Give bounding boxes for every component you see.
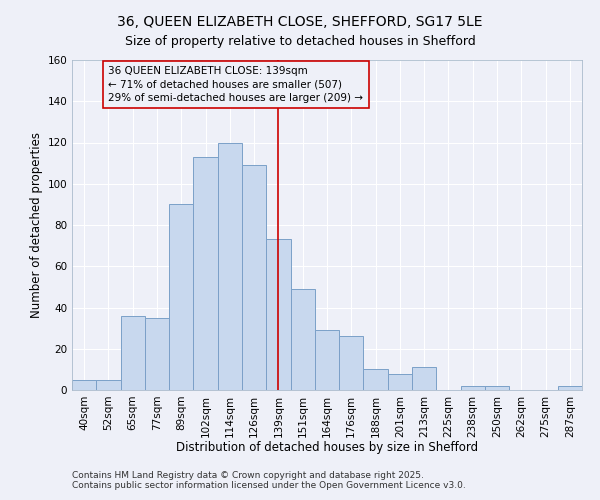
Text: 36 QUEEN ELIZABETH CLOSE: 139sqm
← 71% of detached houses are smaller (507)
29% : 36 QUEEN ELIZABETH CLOSE: 139sqm ← 71% o… [109,66,364,102]
Bar [121,316,145,390]
Bar [242,165,266,390]
Y-axis label: Number of detached properties: Number of detached properties [30,132,43,318]
Bar [96,380,121,390]
Bar [72,380,96,390]
Text: 36, QUEEN ELIZABETH CLOSE, SHEFFORD, SG17 5LE: 36, QUEEN ELIZABETH CLOSE, SHEFFORD, SG1… [117,15,483,29]
Text: Size of property relative to detached houses in Shefford: Size of property relative to detached ho… [125,35,475,48]
Bar [193,157,218,390]
Bar [364,370,388,390]
Bar [145,318,169,390]
Bar [218,142,242,390]
Bar [290,289,315,390]
X-axis label: Distribution of detached houses by size in Shefford: Distribution of detached houses by size … [176,441,478,454]
Bar [412,368,436,390]
Bar [266,240,290,390]
Bar [485,386,509,390]
Bar [461,386,485,390]
Bar [388,374,412,390]
Bar [558,386,582,390]
Bar [339,336,364,390]
Bar [169,204,193,390]
Text: Contains HM Land Registry data © Crown copyright and database right 2025.
Contai: Contains HM Land Registry data © Crown c… [72,470,466,490]
Bar [315,330,339,390]
